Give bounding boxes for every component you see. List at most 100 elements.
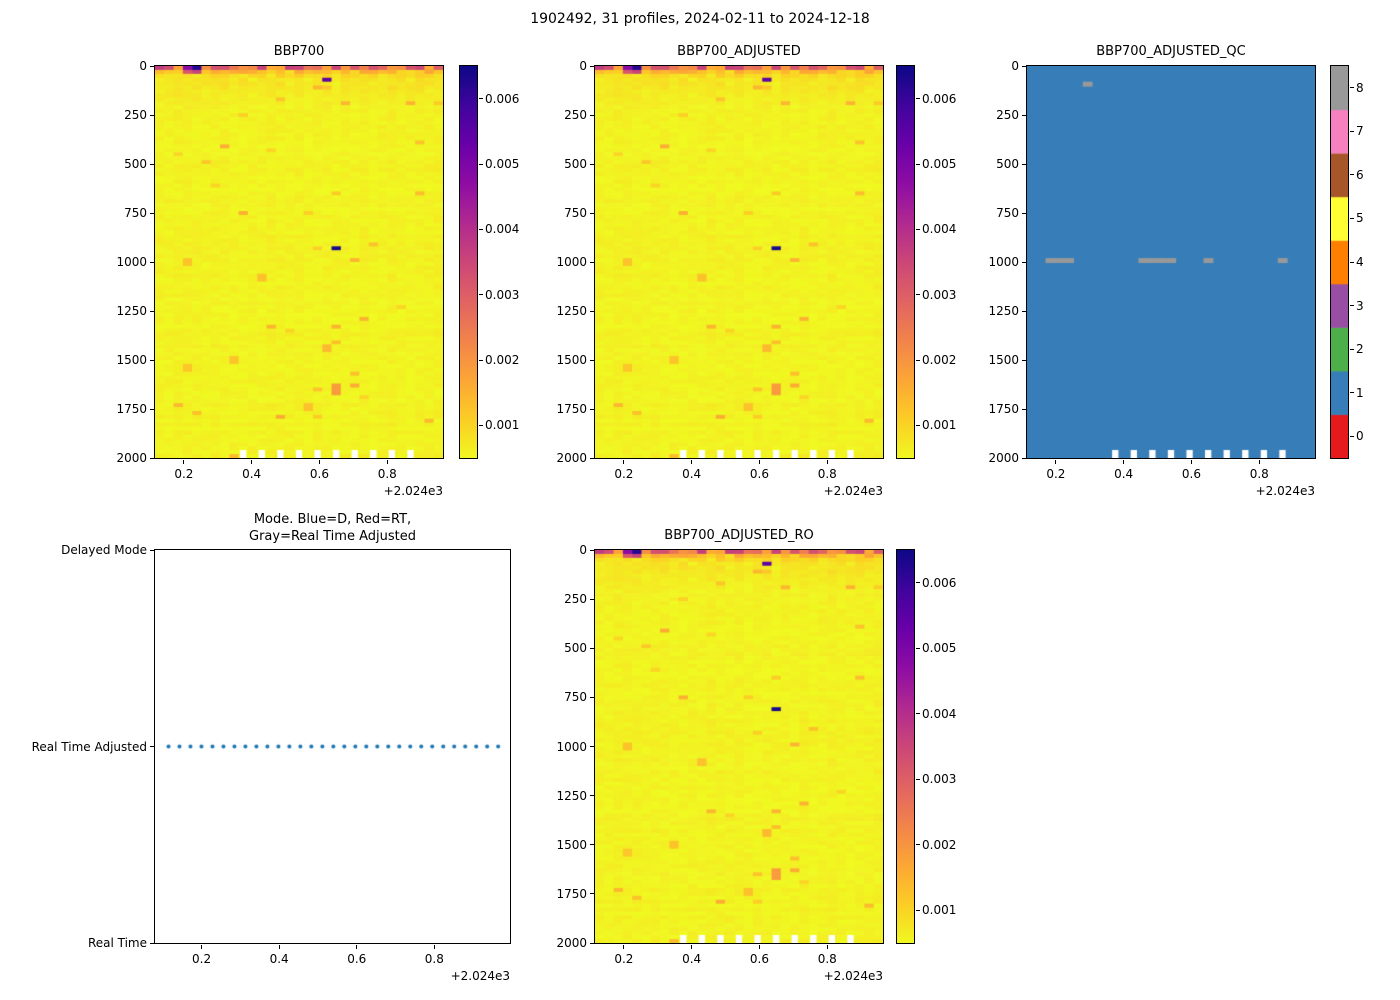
depth-tick bbox=[1022, 114, 1026, 116]
depth-tick-label: 2000 bbox=[988, 451, 1019, 465]
colorbar-tick bbox=[916, 713, 920, 715]
mode-tick bbox=[150, 746, 154, 747]
colorbar-tick bbox=[479, 359, 483, 361]
time-offset-label: +2.024e3 bbox=[823, 969, 883, 983]
time-tick-label: 0.2 bbox=[614, 952, 634, 966]
time-tick bbox=[278, 945, 280, 949]
depth-tick-label: 1750 bbox=[116, 402, 147, 416]
time-tick bbox=[183, 460, 185, 464]
colorbar-tick bbox=[1350, 130, 1354, 132]
colorbar-tick bbox=[916, 294, 920, 296]
depth-tick-label: 1250 bbox=[988, 304, 1019, 318]
mode-tick bbox=[150, 549, 154, 551]
depth-tick-label: 750 bbox=[124, 206, 147, 220]
time-tick bbox=[1258, 460, 1260, 464]
depth-tick bbox=[590, 795, 594, 797]
bbp700-adjusted-heatmap-canvas bbox=[594, 65, 884, 459]
subplot-title-bbp700-adjusted-ro: BBP700_ADJUSTED_RO bbox=[664, 528, 814, 543]
time-tick-label: 0.2 bbox=[1046, 467, 1066, 481]
colorbar-tick-label: 4 bbox=[1356, 255, 1364, 269]
mode-title-line2: Gray=Real Time Adjusted bbox=[249, 529, 416, 544]
bbp700-adjusted-qc-heatmap-canvas bbox=[1026, 65, 1316, 459]
colorbar-tick bbox=[916, 424, 920, 426]
time-offset-label: +2.024e3 bbox=[450, 969, 510, 983]
colorbar-tick bbox=[1350, 217, 1354, 219]
depth-tick-label: 1750 bbox=[556, 886, 587, 901]
time-tick-label: 0.8 bbox=[377, 467, 397, 481]
time-tick bbox=[758, 460, 760, 464]
time-tick-label: 0.4 bbox=[682, 952, 702, 966]
colorbar-tick-label: 0.004 bbox=[485, 222, 520, 237]
time-offset-label: +2.024e3 bbox=[823, 484, 883, 498]
subplot-title-bbp700: BBP700 bbox=[273, 44, 325, 59]
time-tick bbox=[758, 945, 760, 949]
depth-tick bbox=[590, 942, 594, 944]
depth-tick-label: 500 bbox=[564, 641, 587, 656]
colorbar-tick-label: 0 bbox=[1356, 429, 1364, 444]
depth-tick-label: 0 bbox=[579, 59, 587, 73]
time-tick-label: 0.8 bbox=[1249, 467, 1269, 481]
time-tick bbox=[433, 945, 435, 949]
time-tick bbox=[1190, 460, 1192, 464]
colorbar-tick-label: 0.001 bbox=[485, 418, 520, 433]
colorbar-tick bbox=[479, 228, 483, 230]
depth-tick bbox=[590, 261, 594, 263]
depth-tick bbox=[590, 114, 594, 116]
depth-tick-label: 1500 bbox=[116, 353, 147, 367]
depth-tick bbox=[1022, 359, 1026, 361]
colorbar-tick-label: 0.002 bbox=[485, 353, 520, 367]
time-tick bbox=[623, 945, 625, 949]
time-tick bbox=[691, 460, 693, 464]
colorbar-tick bbox=[916, 359, 920, 361]
depth-tick-label: 2000 bbox=[556, 936, 587, 950]
time-offset-label: +2.024e3 bbox=[1255, 484, 1315, 498]
time-tick bbox=[318, 460, 320, 464]
colorbar-tick-label: 8 bbox=[1356, 80, 1364, 95]
time-tick bbox=[826, 945, 828, 949]
depth-tick-label: 0 bbox=[139, 59, 147, 73]
depth-tick bbox=[150, 310, 154, 312]
depth-tick-label: 2000 bbox=[556, 451, 587, 465]
colorbar-tick bbox=[479, 98, 483, 100]
depth-tick bbox=[1022, 65, 1026, 67]
time-tick-label: 0.2 bbox=[614, 467, 634, 481]
colorbar-tick bbox=[1350, 435, 1354, 437]
depth-tick bbox=[590, 408, 594, 410]
bbp700-adjusted-ro-heatmap-canvas bbox=[594, 549, 884, 944]
colorbar-tick-label: 0.003 bbox=[485, 287, 520, 302]
subplot-title-bbp700-adjusted-qc: BBP700_ADJUSTED_QC bbox=[1096, 44, 1246, 59]
figure-title: 1902492, 31 profiles, 2024-02-11 to 2024… bbox=[530, 11, 870, 27]
colorbar-tick bbox=[916, 909, 920, 911]
mode-tick bbox=[150, 942, 154, 944]
colorbar-tick-label: 0.004 bbox=[922, 222, 957, 237]
depth-tick bbox=[1022, 212, 1026, 214]
depth-tick-label: 0 bbox=[579, 543, 587, 557]
colorbar-tick bbox=[1350, 348, 1354, 350]
depth-tick-label: 250 bbox=[124, 108, 147, 122]
depth-tick-label: 250 bbox=[996, 108, 1019, 122]
colorbar-tick bbox=[479, 424, 483, 426]
depth-tick bbox=[150, 359, 154, 361]
depth-tick-label: 1500 bbox=[556, 353, 587, 367]
depth-tick-label: 1250 bbox=[556, 304, 587, 318]
time-tick bbox=[1055, 460, 1057, 464]
bbp700-colorbar-canvas bbox=[459, 65, 478, 459]
depth-tick bbox=[590, 746, 594, 747]
time-tick-label: 0.8 bbox=[817, 952, 837, 966]
mode-category-label: Real Time Adjusted bbox=[31, 739, 147, 754]
depth-tick bbox=[1022, 261, 1026, 263]
colorbar-tick-label: 0.003 bbox=[922, 772, 957, 787]
depth-tick bbox=[590, 457, 594, 459]
depth-tick bbox=[150, 261, 154, 263]
colorbar-tick-label: 5 bbox=[1356, 211, 1364, 226]
depth-tick bbox=[150, 212, 154, 214]
depth-tick-label: 250 bbox=[564, 592, 587, 607]
time-tick-label: 0.8 bbox=[817, 467, 837, 481]
depth-tick bbox=[590, 598, 594, 600]
qc-colorbar-canvas bbox=[1330, 65, 1349, 459]
time-tick-label: 0.6 bbox=[749, 467, 769, 481]
depth-tick bbox=[1022, 457, 1026, 459]
depth-tick-label: 500 bbox=[124, 157, 147, 171]
time-tick-label: 0.4 bbox=[682, 467, 702, 481]
colorbar-tick bbox=[916, 647, 920, 649]
